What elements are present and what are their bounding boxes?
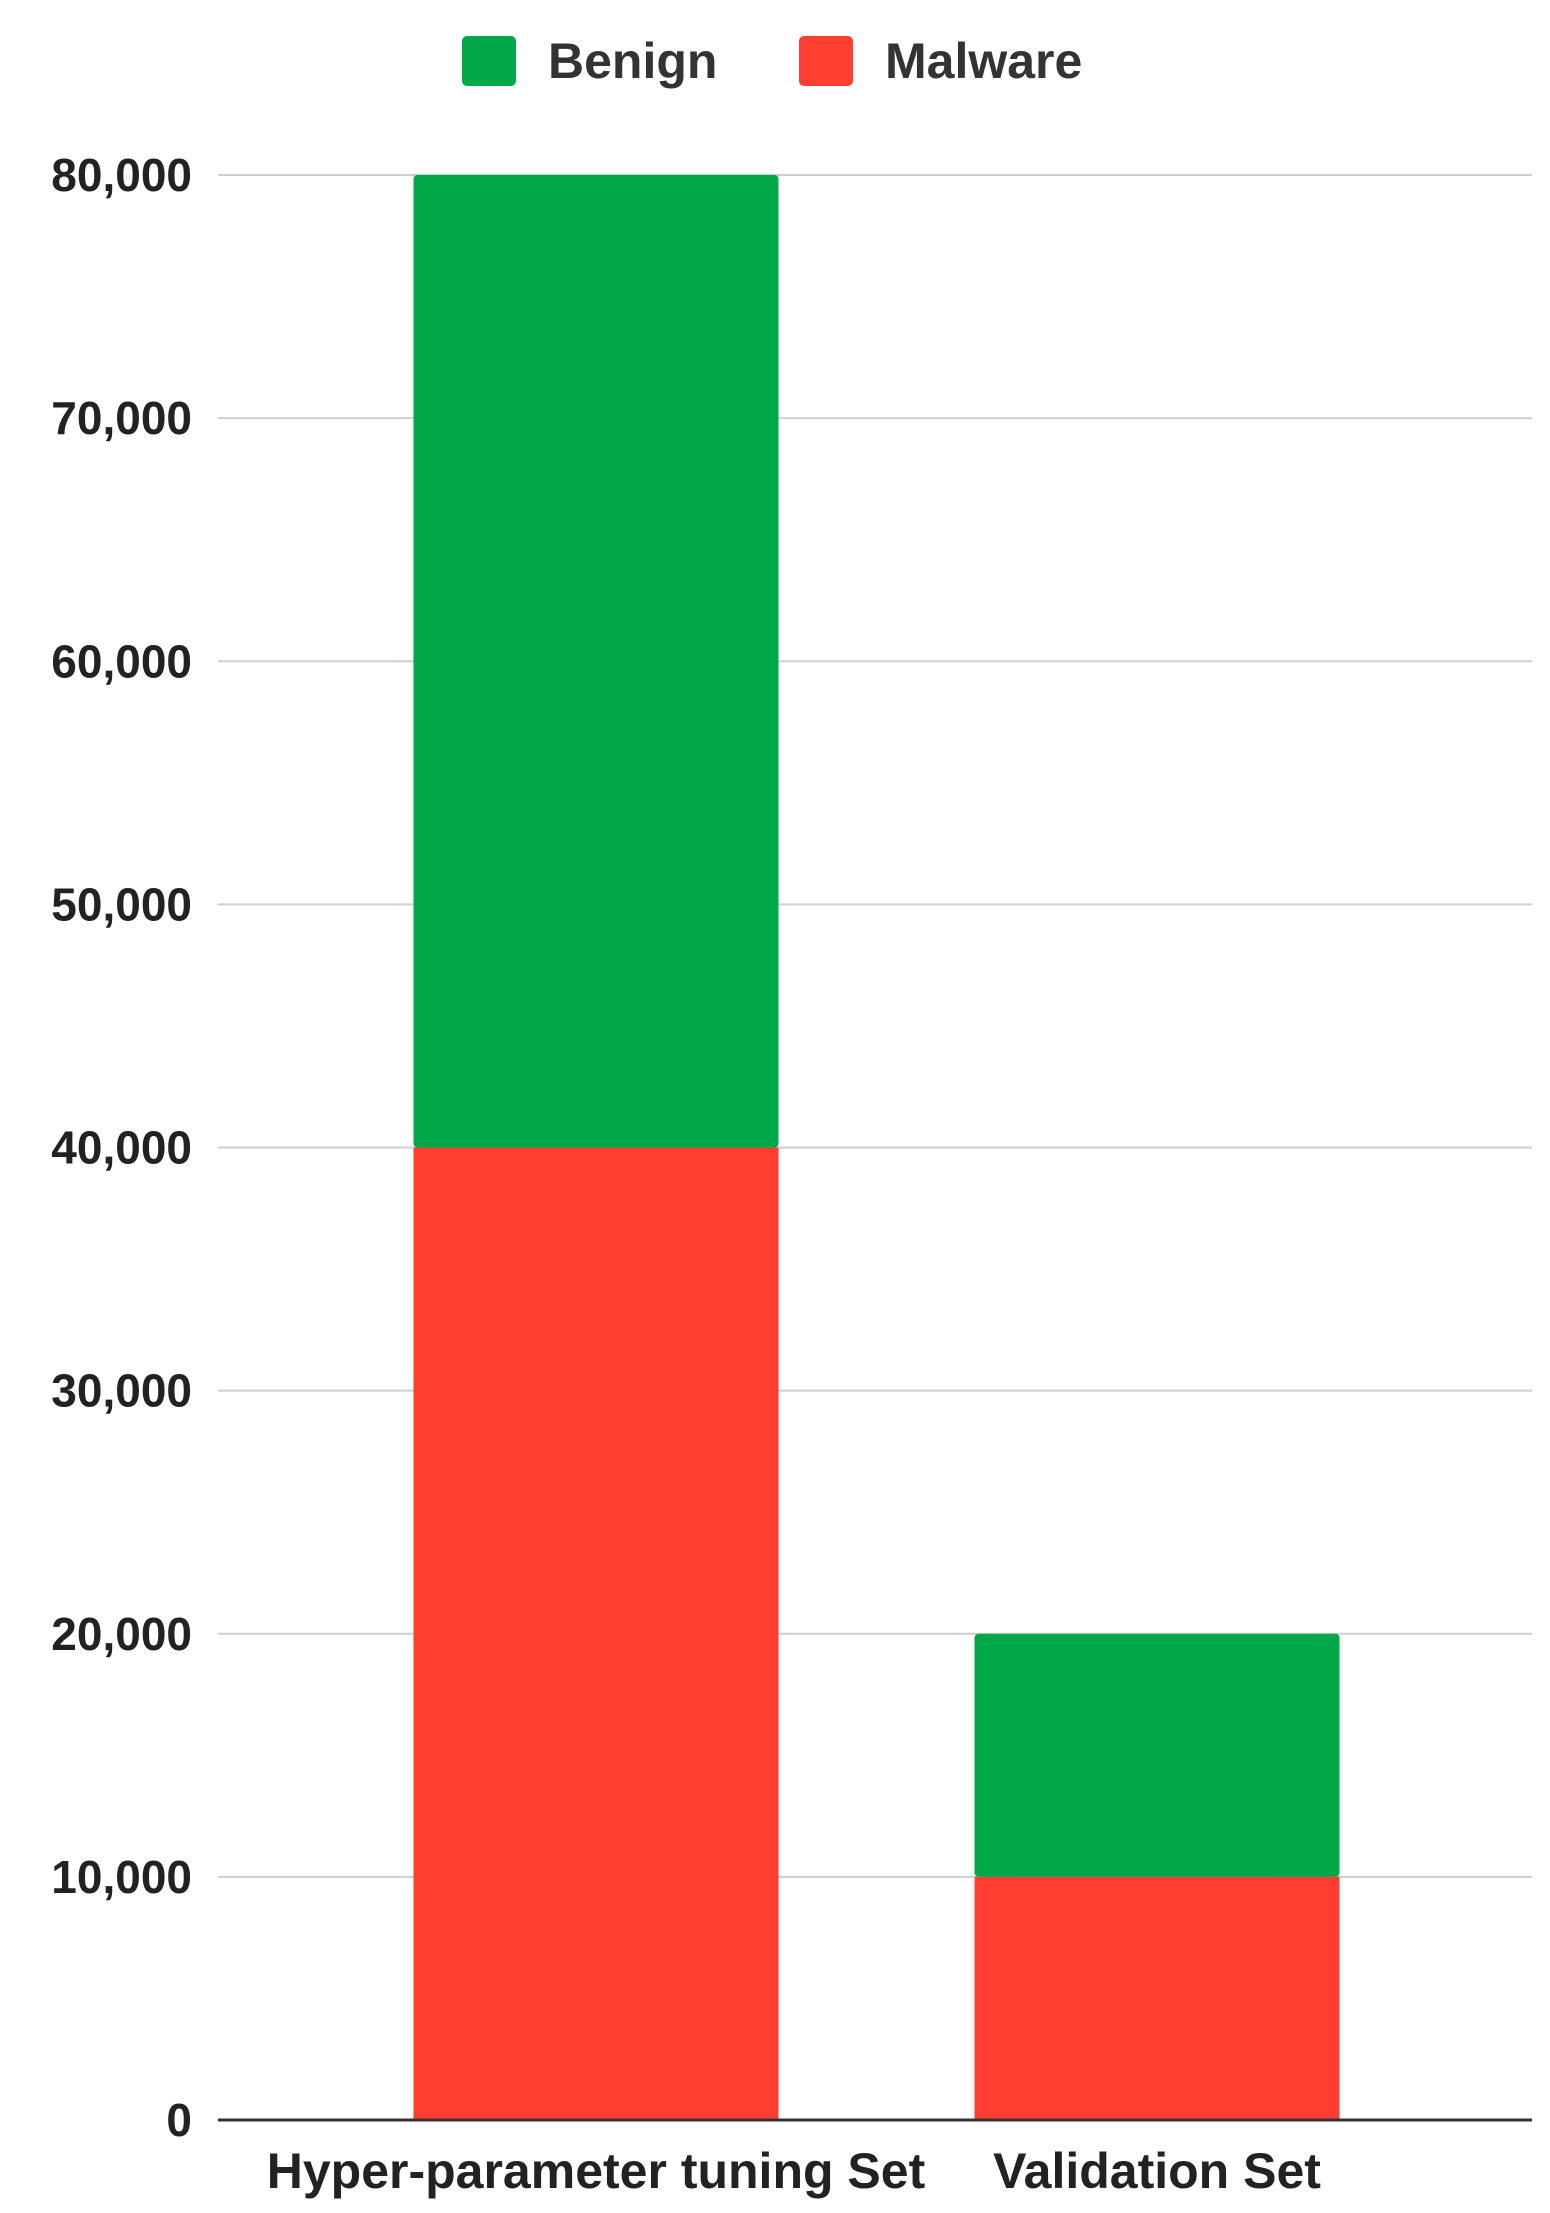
y-tick-label: 30,000	[51, 1365, 192, 1417]
legend: Benign Malware	[462, 33, 1082, 89]
legend-swatch-malware	[799, 36, 853, 86]
bar-segment-malware	[413, 1147, 779, 2120]
y-tick-label: 60,000	[51, 635, 192, 687]
y-tick-label: 0	[166, 2094, 192, 2146]
y-tick-label: 50,000	[51, 878, 192, 930]
x-tick-label: Validation Set	[993, 2143, 1321, 2199]
bar-segment-malware	[974, 1876, 1340, 2120]
bars	[413, 175, 1340, 2120]
legend-label-malware: Malware	[885, 33, 1082, 89]
y-tick-label: 80,000	[51, 149, 192, 201]
y-axis-ticks: 0 10,000 20,000 30,000 40,000 50,000 60,000 70,…	[51, 149, 192, 2146]
bar-segment-benign	[413, 175, 779, 1148]
x-axis-ticks: Hyper-parameter tuning Set Validation Set	[267, 2143, 1322, 2199]
bar-segment-benign	[974, 1633, 1340, 1877]
y-tick-label: 40,000	[51, 1122, 192, 1174]
legend-label-benign: Benign	[548, 33, 717, 89]
y-tick-label: 10,000	[51, 1851, 192, 1903]
legend-swatch-benign	[462, 36, 516, 86]
x-tick-label: Hyper-parameter tuning Set	[267, 2143, 926, 2199]
y-tick-label: 20,000	[51, 1608, 192, 1660]
y-tick-label: 70,000	[51, 392, 192, 444]
